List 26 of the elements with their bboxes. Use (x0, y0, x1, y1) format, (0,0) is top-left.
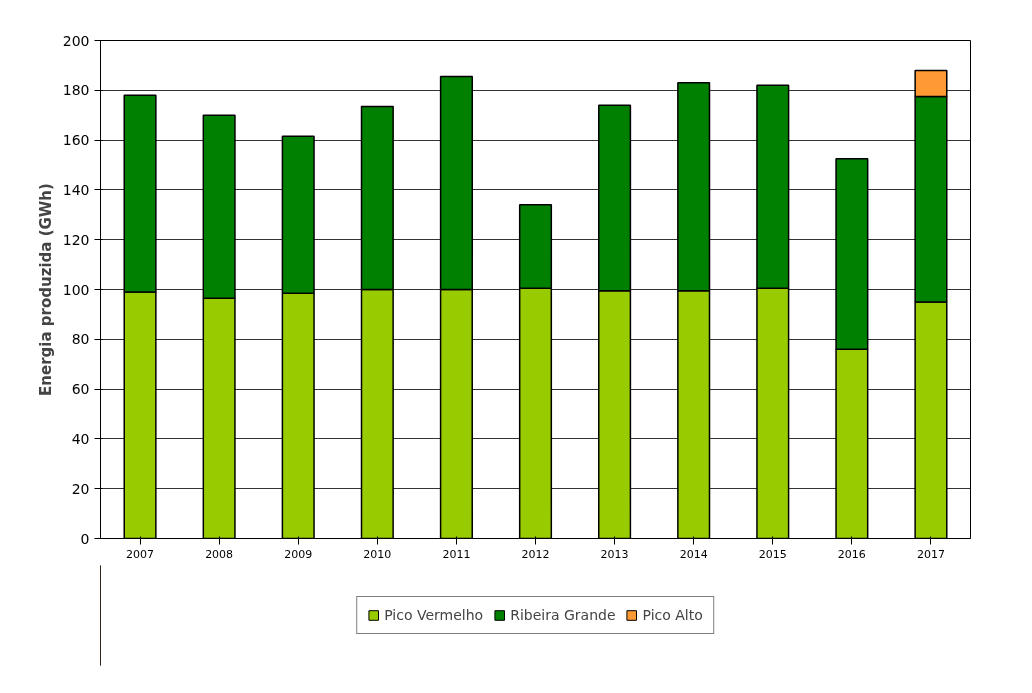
x-tick-label: 2009 (284, 547, 313, 561)
x-tick-label: 2007 (126, 547, 155, 561)
legend-label: Ribeira Grande (510, 607, 616, 623)
y-tick-label: 100 (62, 281, 90, 298)
legend-label: Pico Vermelho (384, 607, 484, 623)
y-tick-label: 120 (62, 231, 90, 248)
x-tick-label: 2011 (442, 547, 471, 561)
x-tick-label: 2017 (916, 547, 945, 561)
x-tick-label: 2014 (679, 547, 708, 561)
y-tick-label: 140 (62, 181, 90, 198)
y-tick-label: 0 (80, 530, 90, 547)
x-tick-label: 2015 (758, 547, 787, 561)
y-axis-title: Energia produzida (GWh) (36, 183, 55, 396)
legend-label: Pico Alto (642, 607, 703, 623)
x-tick-label: 2013 (600, 547, 629, 561)
y-tick-label: 80 (71, 331, 90, 348)
y-tick-label: 60 (71, 381, 90, 398)
y-tick-label: 200 (62, 32, 90, 49)
x-tick-label: 2016 (837, 547, 866, 561)
x-tick-label: 2010 (363, 547, 392, 561)
y-tick-label: 20 (71, 480, 90, 497)
y-tick-label: 180 (62, 82, 90, 99)
y-tick-label: 40 (71, 430, 90, 447)
x-tick-label: 2012 (521, 547, 550, 561)
x-tick-label: 2008 (205, 547, 234, 561)
y-tick-label: 160 (62, 132, 90, 149)
